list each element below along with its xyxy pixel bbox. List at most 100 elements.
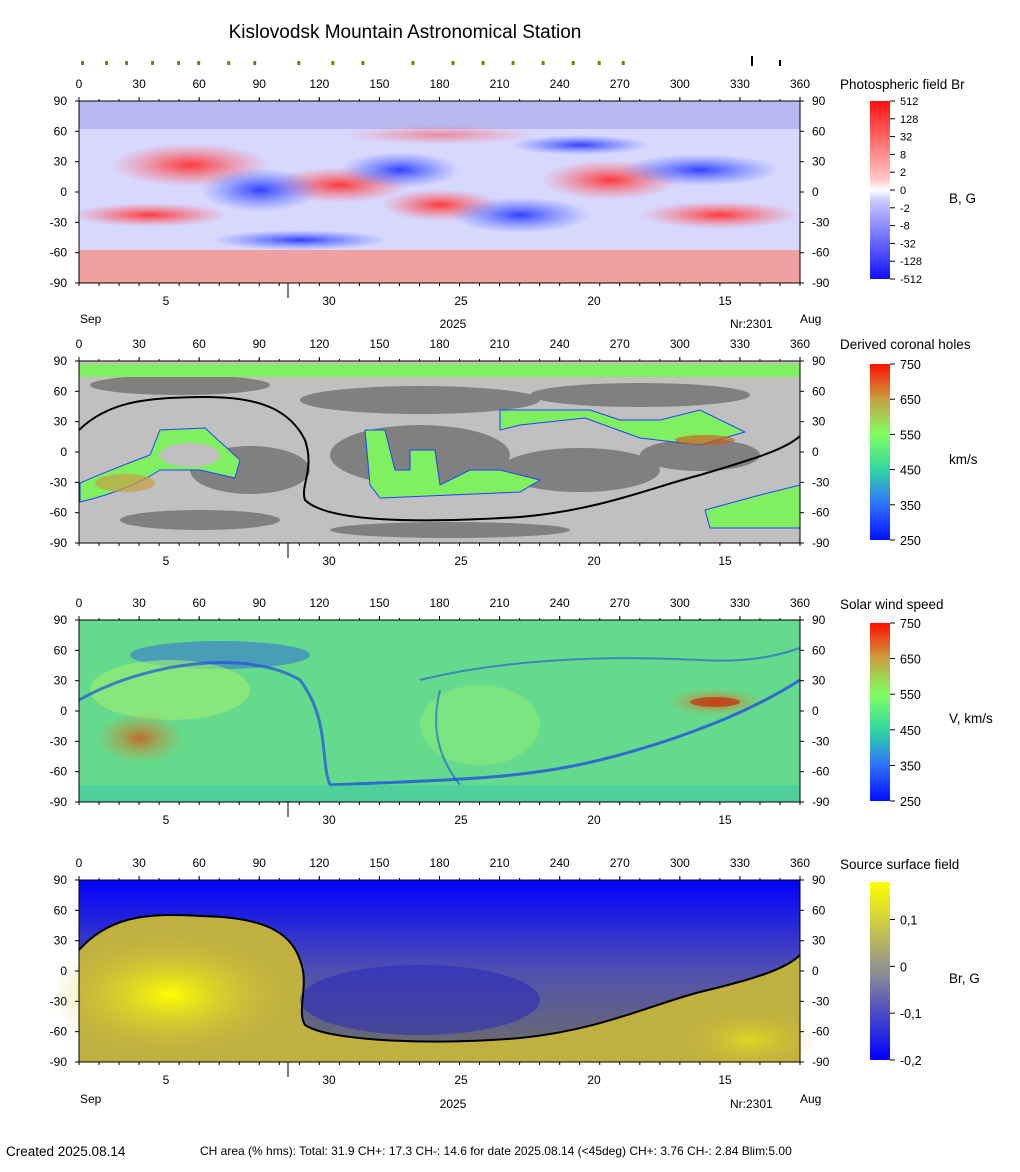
lat-tick-label-left: -90: [50, 1055, 68, 1069]
colorbar-tick-label: -32: [900, 238, 916, 250]
observation-marker: [621, 61, 625, 65]
observation-marker: [177, 61, 181, 65]
lon-tick-label: 150: [369, 856, 389, 870]
lon-tick-label: 60: [192, 856, 206, 870]
colorbar-source-surface: [870, 882, 890, 1060]
date-tick-label: 5: [163, 554, 170, 568]
lon-tick-label: 210: [490, 337, 510, 351]
date-tick-label: 30: [322, 554, 336, 568]
lat-tick-label-left: 90: [54, 873, 68, 887]
date-tick-label: 5: [163, 813, 170, 827]
observation-marker: [511, 61, 515, 65]
lat-tick-label-left: 0: [60, 185, 67, 199]
lon-tick-label: 360: [790, 77, 810, 91]
lon-tick-label: 120: [309, 596, 329, 610]
lat-tick-label-right: -30: [812, 215, 830, 229]
current-date-marker: [779, 60, 781, 66]
lon-tick-label: 330: [730, 856, 750, 870]
panel-source-surface-field: [50, 879, 820, 1070]
colorbar-tick-label: 650: [900, 653, 921, 667]
observation-marker: [451, 61, 455, 65]
colorbar-tick-label: 0: [900, 960, 907, 974]
observation-marker: [105, 61, 109, 65]
lon-tick-label: 120: [309, 337, 329, 351]
lon-tick-label: 330: [730, 77, 750, 91]
colorbar-tick-label: -0,1: [900, 1007, 922, 1021]
lat-tick-label-right: 60: [812, 903, 826, 917]
lon-tick-label: 270: [610, 856, 630, 870]
observation-marker: [541, 61, 545, 65]
colorbar-tick-label: 450: [900, 724, 921, 738]
lat-tick-label-left: -60: [50, 246, 68, 260]
lon-tick-label: 180: [429, 337, 449, 351]
lat-tick-label-left: 60: [54, 903, 68, 917]
lon-tick-label: 360: [790, 596, 810, 610]
lon-tick-label: 240: [550, 337, 570, 351]
lat-tick-label-left: 60: [54, 643, 68, 657]
lon-tick-label: 150: [369, 596, 389, 610]
observation-marker: [81, 61, 84, 65]
neutral-line: [78, 914, 801, 1043]
observation-marker: [331, 61, 335, 65]
colorbar-unit: B, G: [949, 191, 976, 206]
lat-tick-label-left: -30: [50, 215, 68, 229]
aug-label-2: Aug: [800, 1092, 821, 1106]
date-tick-label: 30: [322, 294, 336, 308]
observation-marker: [197, 61, 201, 65]
lon-tick-label: 180: [429, 596, 449, 610]
observation-marker: [151, 61, 155, 65]
observation-marker: [253, 61, 257, 65]
colorbar-unit: km/s: [949, 452, 978, 467]
lat-tick-label-left: -60: [50, 506, 68, 520]
year-label-1: 2025: [440, 317, 467, 331]
lat-tick-label-right: -30: [812, 734, 830, 748]
lon-tick-label: 210: [490, 856, 510, 870]
colorbar-tick-label: 0,1: [900, 913, 917, 927]
panel-title: Photospheric field Br: [840, 77, 965, 92]
observation-markers: [81, 56, 781, 66]
colorbar-tick-label: 550: [900, 688, 921, 702]
lat-tick-label-right: 60: [812, 384, 826, 398]
colorbar-tick-label: -512: [900, 274, 922, 286]
lat-tick-label-right: 90: [812, 354, 826, 368]
panel-solar-wind-speed: [78, 619, 801, 803]
colorbar-unit: Br, G: [949, 971, 980, 986]
colorbar-coronal-holes: [870, 364, 890, 540]
lon-tick-label: 0: [76, 77, 83, 91]
lat-tick-label-right: 60: [812, 124, 826, 138]
lat-tick-label-left: -90: [50, 536, 68, 550]
lon-tick-label: 150: [369, 77, 389, 91]
panel-coronal-holes: [78, 360, 801, 544]
lon-tick-label: 300: [670, 337, 690, 351]
colorbar-tick-label: 512: [900, 96, 918, 108]
lat-tick-label-right: -90: [812, 795, 830, 809]
lat-tick-label-right: 30: [812, 934, 826, 948]
colorbar-tick-label: 250: [900, 795, 921, 809]
lon-tick-label: 210: [490, 596, 510, 610]
lon-tick-label: 300: [670, 77, 690, 91]
lat-tick-label-right: 60: [812, 643, 826, 657]
figure-title: Kislovodsk Mountain Astronomical Station: [229, 22, 582, 43]
lon-tick-label: 150: [369, 337, 389, 351]
year-label-2: 2025: [440, 1097, 467, 1111]
lat-tick-label-right: -90: [812, 276, 830, 290]
lat-tick-label-left: 0: [60, 964, 67, 978]
lat-tick-label-right: -60: [812, 765, 830, 779]
neutral-line: [78, 395, 801, 522]
lon-tick-label: 90: [253, 596, 267, 610]
lat-tick-label-right: 30: [812, 674, 826, 688]
lon-tick-label: 30: [132, 856, 146, 870]
lat-tick-label-left: 30: [54, 155, 68, 169]
lat-tick-label-right: 0: [812, 964, 819, 978]
lat-tick-label-right: 0: [812, 185, 819, 199]
date-tick-label: 15: [718, 1073, 732, 1087]
panel-title: Derived coronal holes: [840, 337, 971, 352]
colorbar-tick-label: -0,2: [900, 1054, 922, 1068]
lon-tick-label: 90: [253, 77, 267, 91]
lon-tick-label: 300: [670, 856, 690, 870]
colorbar-tick-label: 128: [900, 114, 918, 126]
date-tick-label: 15: [718, 294, 732, 308]
date-tick-label: 25: [454, 1073, 468, 1087]
colorbar-tick-label: 550: [900, 428, 921, 442]
